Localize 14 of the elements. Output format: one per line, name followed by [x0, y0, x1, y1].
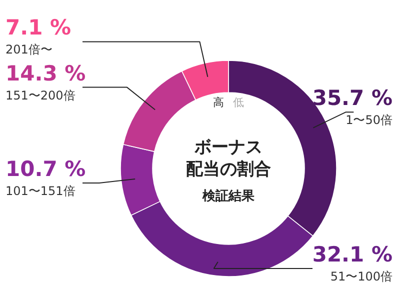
data-label: 35.7 % — [312, 86, 393, 110]
text: 低 — [233, 96, 244, 109]
slice-label: 151〜200倍 — [6, 88, 76, 102]
text: 検証結果 — [202, 188, 256, 204]
data-label: 7.1 % — [6, 16, 72, 40]
text: 高 — [213, 96, 224, 109]
slice-label: 201倍〜 — [6, 42, 52, 57]
slice-label: 101〜151倍 — [6, 184, 76, 198]
slice-label: 51〜100倍 — [330, 270, 393, 284]
data-label: 32.1 % — [312, 242, 393, 266]
text: ボーナス配当の割合 — [186, 138, 271, 180]
data-label: 14.3 % — [6, 61, 86, 86]
slice-label: 1〜50倍 — [346, 113, 392, 128]
data-label: 10.7 % — [6, 156, 86, 181]
